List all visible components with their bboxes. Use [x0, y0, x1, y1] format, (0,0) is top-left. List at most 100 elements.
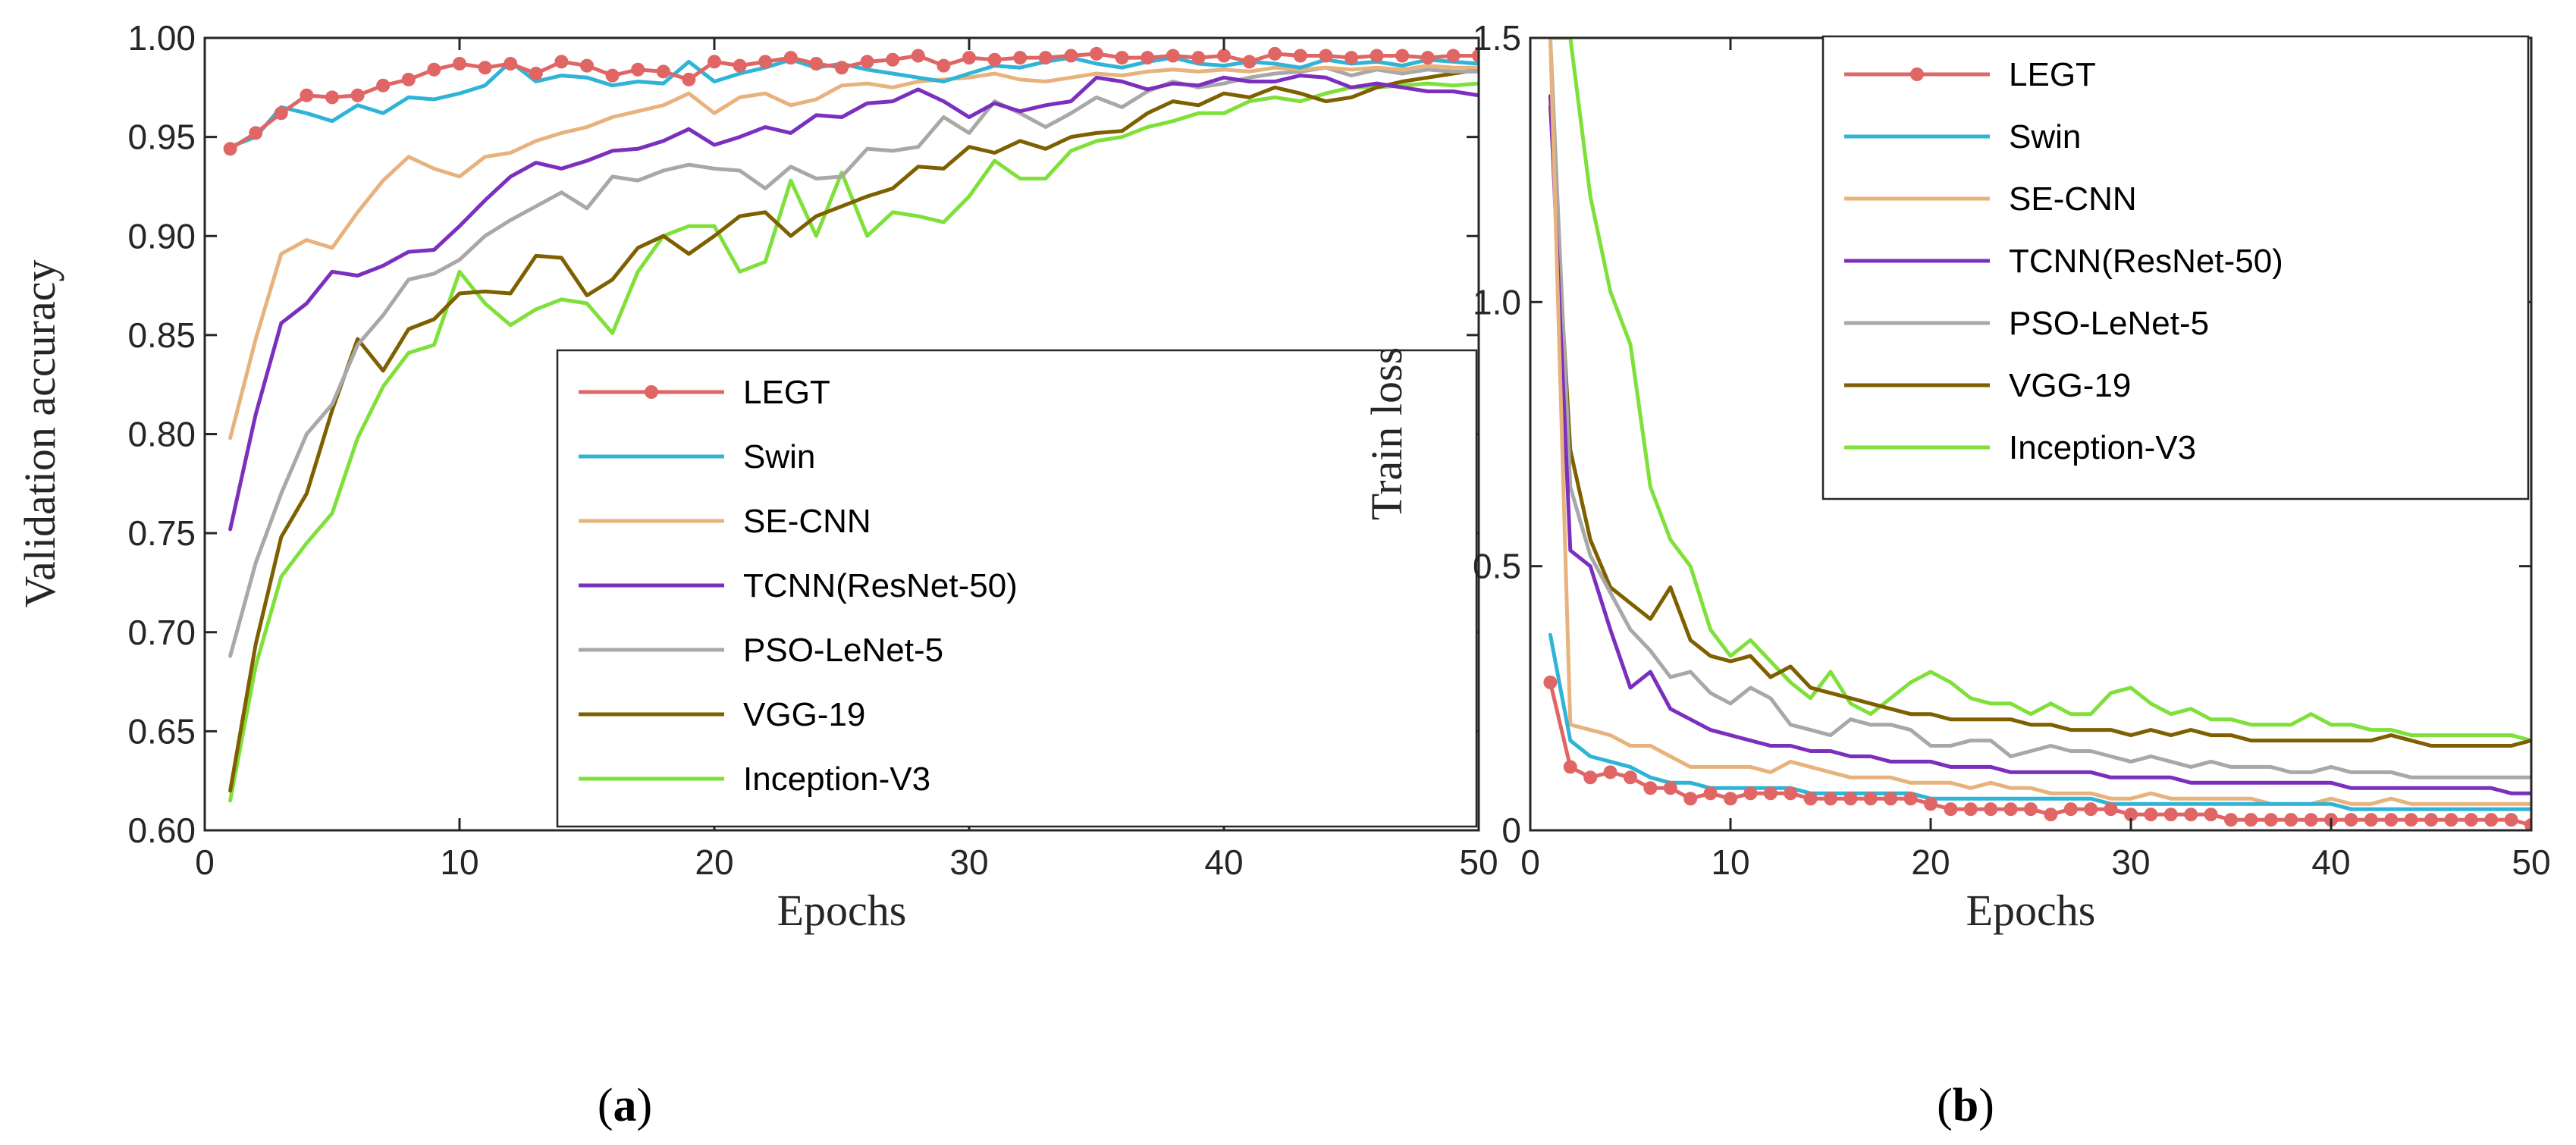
panel-a-xtick-label: 50 [1459, 842, 1498, 882]
panel-a-point-legt [682, 72, 696, 86]
panel-b-point-legt [2244, 813, 2258, 827]
panel-b-point-legt [2384, 813, 2399, 827]
panel-a-plot-area [223, 46, 1479, 803]
panel-a-ytick-label: 0.65 [127, 711, 196, 751]
panel-b-point-legt [1903, 792, 1918, 806]
panel-b-point-legt [1603, 765, 1617, 780]
panel-b-line-inception-v3 [1548, 38, 2531, 743]
panel-a-point-legt [1446, 49, 1461, 63]
panel-b-line-tcnn-resnet-50 [1548, 94, 2531, 795]
panel-a-point-legt [350, 88, 365, 102]
panel-a-point-legt [1141, 51, 1155, 65]
panel-b-point-legt [2024, 802, 2038, 817]
panel-b-point-legt [2003, 802, 2018, 817]
panel-b-legend-label-legt: LEGT [2009, 56, 2096, 93]
panel-b-line-legt [1548, 680, 2531, 827]
panel-a-point-legt [580, 58, 594, 73]
panel-b-point-legt [1843, 792, 1858, 806]
panel-a-point-legt [631, 62, 645, 77]
panel-a-point-legt [1370, 49, 1384, 63]
panel-b-point-legt [2504, 813, 2518, 827]
panel-a-validation-accuracy: 0 10 20 30 40 50 0.60 0.65 0.70 0.75 0.80 0.85 0.90 0… [15, 18, 1498, 935]
panel-a-point-legt [1115, 51, 1129, 65]
panel-b-point-legt [2364, 813, 2378, 827]
panel-a-legend-label-pso-lenet-5: PSO-LeNet-5 [743, 632, 943, 669]
panel-a-point-legt [401, 72, 416, 86]
caption-b-letter: b [1953, 1080, 1978, 1131]
panel-b-ytick-label: 1.0 [1473, 282, 1521, 322]
panel-a-point-legt [376, 78, 391, 93]
panel-b-xtick-label: 30 [2111, 842, 2150, 882]
panel-a-point-legt [1038, 51, 1053, 65]
panel-a-ytick-label: 0.85 [127, 315, 196, 355]
panel-b-point-legt [1784, 786, 1798, 801]
panel-b-point-legt [1863, 792, 1878, 806]
panel-b-line-pso-lenet-5 [1548, 38, 2531, 780]
panel-b-legend-marker-legt [1910, 67, 1924, 81]
panel-b-point-legt [2163, 808, 2178, 822]
panel-b-legend: LEGT Swin SE-CNN TCNN(ResNet-50) PSO-LeNet-5… [1821, 35, 2530, 500]
panel-b-point-legt [2284, 813, 2298, 827]
panel-b-point-legt [1643, 781, 1658, 795]
panel-b-point-legt [1724, 792, 1737, 806]
panel-a-point-legt [656, 64, 670, 79]
panel-b-point-legt [2044, 808, 2058, 822]
panel-b-point-legt [2204, 808, 2218, 822]
panel-a-point-legt [987, 52, 1002, 67]
panel-b-point-legt [1924, 797, 1937, 811]
panel-b-point-legt [2464, 813, 2478, 827]
panel-a-point-legt [1013, 51, 1028, 65]
panel-a-point-legt [1090, 46, 1103, 61]
panel-a-line-swin [228, 55, 1479, 149]
panel-b-point-legt [2144, 808, 2158, 822]
panel-a-point-legt [300, 88, 314, 102]
panel-b-point-legt [1824, 792, 1837, 806]
panel-a-ytick-label: 0.90 [127, 216, 196, 256]
panel-b-point-legt [2224, 813, 2238, 827]
panel-a-point-legt [911, 49, 925, 63]
panel-b-legend-label-inception-v3: Inception-V3 [2009, 429, 2196, 466]
panel-b-line-se-cnn [1548, 38, 2531, 806]
panel-a-point-legt [1319, 49, 1333, 63]
panel-b-plot-area [1543, 38, 2531, 830]
panel-b-point-legt [2264, 813, 2278, 827]
panel-a-point-legt [325, 90, 339, 105]
panel-a-xtick-label: 40 [1204, 842, 1243, 882]
panel-b-xtick-label: 10 [1711, 842, 1749, 882]
panel-a-point-legt [708, 55, 721, 69]
panel-a-line-inception-v3 [228, 81, 1479, 803]
panel-a-point-legt [809, 57, 824, 71]
panel-b-point-legt [1683, 792, 1698, 806]
caption-a: (a) [598, 1080, 652, 1131]
panel-b-point-legt [1944, 802, 1958, 817]
panel-a-point-legt [249, 126, 263, 140]
panel-b-point-legt [1543, 675, 1558, 689]
panel-a-series [223, 46, 1479, 803]
panel-b-ytick-label: 1.5 [1473, 18, 1521, 58]
panel-a-xlabel: Epochs [777, 886, 907, 935]
panel-b-legend-box [1821, 35, 2530, 500]
panel-a-point-legt [223, 142, 237, 156]
panel-b-point-legt [1583, 770, 1598, 785]
panel-a-point-legt [504, 57, 518, 71]
panel-b-point-legt [2484, 813, 2499, 827]
caption-b: (b) [1937, 1080, 1994, 1131]
panel-a-point-legt [529, 67, 543, 80]
panel-b-point-legt [1884, 792, 1898, 806]
panel-b-point-legt [2104, 802, 2118, 817]
panel-b-xlabel: Epochs [1966, 886, 2096, 935]
panel-b-point-legt [2184, 808, 2198, 822]
panel-a-xtick-label: 10 [440, 842, 478, 882]
panel-b-point-legt [2444, 813, 2458, 827]
panel-a-legend-label-inception-v3: Inception-V3 [743, 761, 930, 798]
panel-a-ylabel: Validation accuracy [15, 260, 64, 608]
panel-b-series [1543, 38, 2531, 830]
panel-a-point-legt [1395, 49, 1410, 63]
panel-a-legend-label-vgg-19: VGG-19 [743, 696, 865, 733]
panel-a-xtick-label: 20 [695, 842, 733, 882]
panel-a-ytick-label: 1.00 [127, 18, 196, 58]
panel-a-xtick-label: 30 [949, 842, 988, 882]
panel-b-point-legt [2063, 802, 2078, 817]
